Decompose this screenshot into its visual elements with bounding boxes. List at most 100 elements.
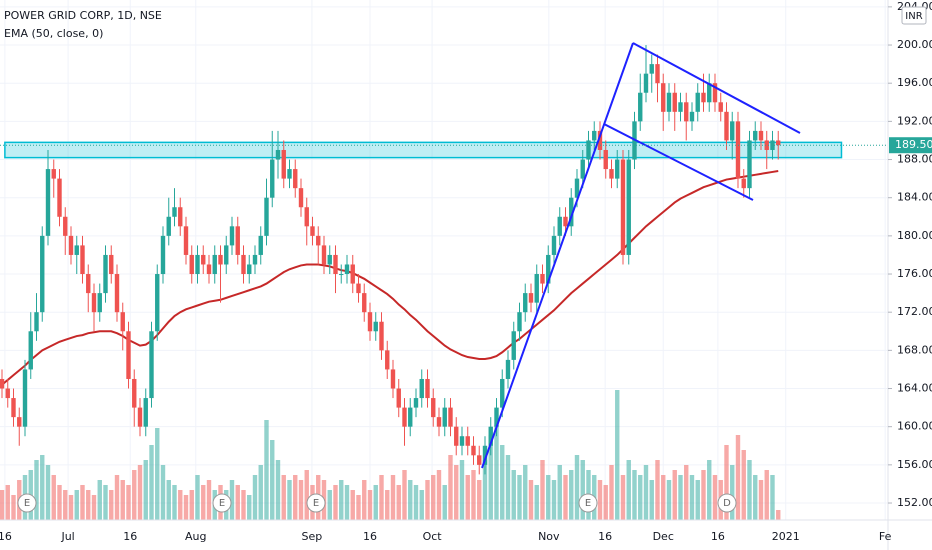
y-tick-label: 188.00 <box>897 153 932 166</box>
candle-body <box>569 197 574 227</box>
x-tick-label: Fe <box>879 530 892 543</box>
volume-bar <box>770 475 775 520</box>
volume-bar <box>448 455 453 520</box>
candle-body <box>540 274 545 284</box>
event-label: E <box>585 498 591 509</box>
event-label: E <box>313 498 319 509</box>
event-marker[interactable] <box>306 493 326 513</box>
volume-bar <box>356 495 361 520</box>
volume-bar <box>597 480 603 520</box>
candle-body <box>684 102 689 122</box>
volume-bar <box>160 465 166 520</box>
candle-body <box>534 274 539 303</box>
volume-bar <box>494 425 499 520</box>
candle-body <box>155 274 160 332</box>
candle-body <box>304 207 309 227</box>
x-tick-label: 2021 <box>772 530 800 543</box>
candle-body <box>201 254 206 265</box>
candle-body <box>218 254 223 265</box>
candle-body <box>103 254 108 294</box>
volume-bar <box>620 475 626 520</box>
volume-bar <box>385 490 390 520</box>
event-marker[interactable] <box>578 493 598 513</box>
volume-bar <box>258 465 263 520</box>
volume-bar <box>661 475 666 520</box>
volume-bar <box>523 465 528 520</box>
candle-body <box>678 102 683 112</box>
candle-body <box>109 254 114 275</box>
volume <box>0 390 781 520</box>
candle-body <box>689 111 695 122</box>
candle-body <box>661 83 666 112</box>
candle-body <box>212 254 217 275</box>
volume-bar <box>764 470 769 520</box>
candle-body <box>712 83 718 103</box>
candle-body <box>735 121 741 179</box>
volume-bar <box>327 490 332 520</box>
candle-body <box>448 407 453 427</box>
volume-bar <box>166 480 171 520</box>
event-marker[interactable] <box>212 493 232 513</box>
volume-bar <box>528 480 534 520</box>
x-tick-label: Dec <box>653 530 674 543</box>
candle-body <box>86 274 91 294</box>
volume-bar <box>339 480 344 520</box>
volume-bar <box>672 470 677 520</box>
candle-body <box>114 274 120 313</box>
ema-line <box>1 169 779 386</box>
zone <box>4 141 843 159</box>
indicator-label: EMA (50, close, 0) <box>4 27 103 40</box>
candle-body <box>293 169 298 189</box>
candle-body <box>57 178 62 217</box>
zone <box>4 141 843 159</box>
candle-body <box>22 369 28 427</box>
candle-body <box>454 426 459 446</box>
volume-bar <box>74 490 79 520</box>
candle-body <box>396 388 401 408</box>
candle-body <box>51 169 56 179</box>
last-price-label: 189.50 <box>895 138 932 151</box>
volume-bar <box>172 485 177 520</box>
candle-body <box>258 235 263 255</box>
volume-bar <box>86 490 91 520</box>
volume-bar <box>390 475 396 520</box>
volume-bar <box>517 475 522 520</box>
currency: INR <box>905 11 922 22</box>
candle-body <box>551 235 557 255</box>
trendline <box>481 42 634 469</box>
volume-bar <box>367 490 373 520</box>
event-marker[interactable] <box>17 493 37 513</box>
candle-body <box>626 159 631 255</box>
candle-body <box>350 264 355 284</box>
volume-bar <box>195 475 200 520</box>
currency-box[interactable] <box>901 6 927 25</box>
event-marker[interactable] <box>717 493 737 513</box>
volume-bar <box>0 490 5 520</box>
volume-bar <box>678 475 683 520</box>
volume-bar <box>241 490 246 520</box>
candle-body <box>120 312 125 332</box>
y-tick-label: 156.00 <box>897 458 932 471</box>
candle-body <box>270 159 275 198</box>
candle-body <box>511 331 516 360</box>
candle-body <box>63 216 68 236</box>
volume-bar <box>505 455 511 520</box>
candle-body <box>137 407 143 427</box>
trendlines <box>481 42 801 469</box>
x-tick-label: Oct <box>423 530 443 543</box>
candle-body <box>488 426 493 446</box>
candle-body <box>40 235 45 313</box>
volume-bar <box>362 480 367 520</box>
candle-body <box>310 226 315 236</box>
candle-body <box>557 216 562 236</box>
volume-bar <box>298 480 304 520</box>
candle-body <box>321 245 327 265</box>
volume-bar <box>638 475 643 520</box>
event-label: E <box>24 498 30 509</box>
candle-body <box>91 293 97 313</box>
x-tick-label: 16 <box>123 530 137 543</box>
volume-bar <box>103 485 108 520</box>
candle-body <box>701 92 706 103</box>
candle-body <box>183 226 189 255</box>
candle-body <box>252 254 258 265</box>
